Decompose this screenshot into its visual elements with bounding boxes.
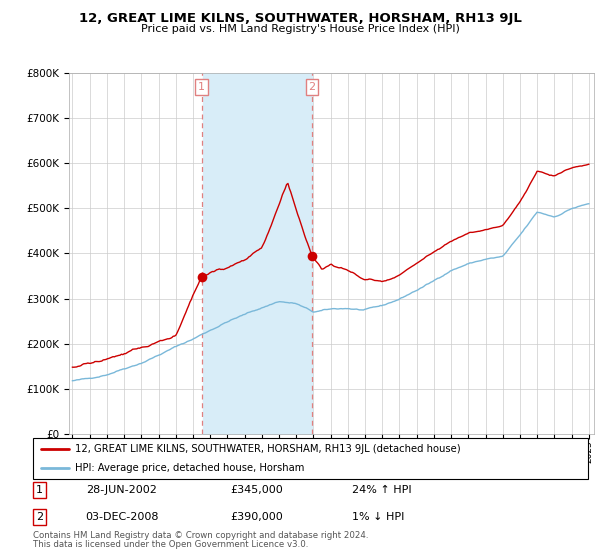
Text: 12, GREAT LIME KILNS, SOUTHWATER, HORSHAM, RH13 9JL: 12, GREAT LIME KILNS, SOUTHWATER, HORSHA… (79, 12, 521, 25)
Text: 1: 1 (36, 485, 43, 495)
Text: 2: 2 (308, 82, 316, 92)
Text: 03-DEC-2008: 03-DEC-2008 (86, 512, 159, 522)
Text: 1% ↓ HPI: 1% ↓ HPI (352, 512, 404, 522)
Text: HPI: Average price, detached house, Horsham: HPI: Average price, detached house, Hors… (74, 463, 304, 473)
Text: 12, GREAT LIME KILNS, SOUTHWATER, HORSHAM, RH13 9JL (detached house): 12, GREAT LIME KILNS, SOUTHWATER, HORSHA… (74, 445, 460, 454)
Text: 2: 2 (36, 512, 43, 522)
Text: Price paid vs. HM Land Registry's House Price Index (HPI): Price paid vs. HM Land Registry's House … (140, 24, 460, 34)
Text: £345,000: £345,000 (230, 485, 283, 495)
Text: This data is licensed under the Open Government Licence v3.0.: This data is licensed under the Open Gov… (33, 540, 308, 549)
Text: 1: 1 (198, 82, 205, 92)
Text: Contains HM Land Registry data © Crown copyright and database right 2024.: Contains HM Land Registry data © Crown c… (33, 531, 368, 540)
Text: 28-JUN-2002: 28-JUN-2002 (86, 485, 157, 495)
Text: 24% ↑ HPI: 24% ↑ HPI (352, 485, 412, 495)
Text: £390,000: £390,000 (230, 512, 283, 522)
